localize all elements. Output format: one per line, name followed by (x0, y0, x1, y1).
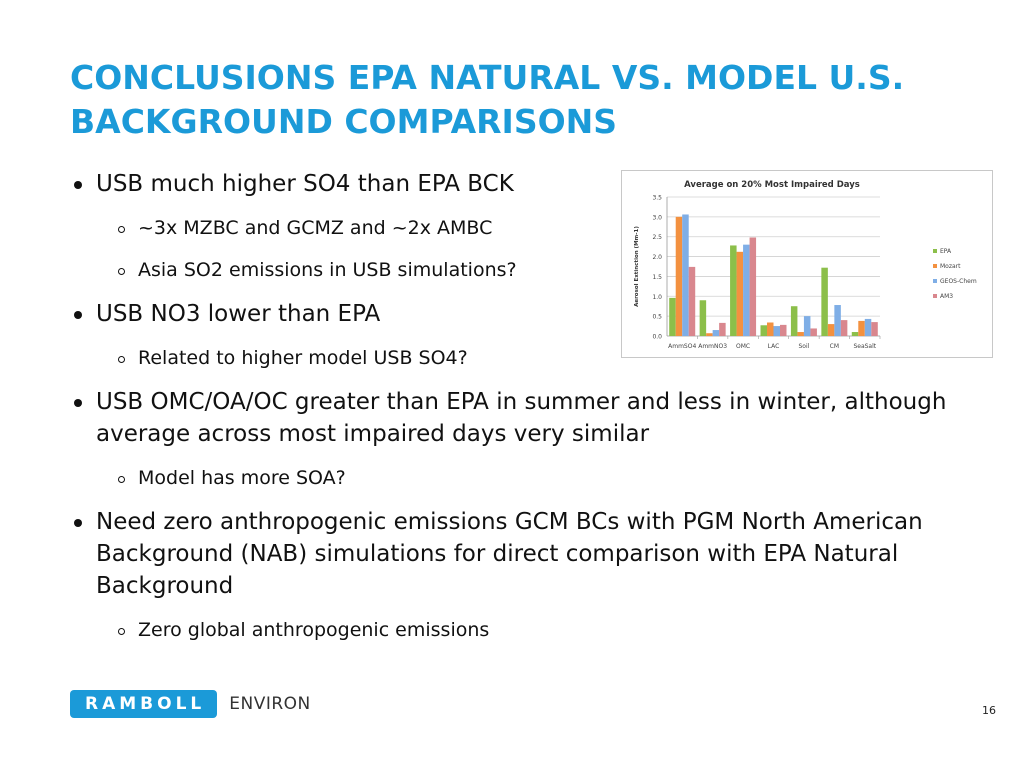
bullet-circle-icon (118, 226, 125, 233)
legend-swatch (933, 249, 937, 253)
ramboll-logo-mark: RAMBOLL (70, 690, 218, 718)
bar-geos-chem (864, 318, 872, 336)
bar-chart: Average on 20% Most Impaired Days 0.0 0.5 1… (621, 170, 993, 358)
sub-bullet-item: Model has more SOA? (72, 464, 952, 492)
y-tick-label: 0.0 (652, 334, 662, 341)
bullet-text: USB NO3 lower than EPA (96, 301, 381, 327)
legend-label: GEOS-Chem (940, 278, 977, 285)
y-tick-label: 0.5 (652, 314, 662, 321)
sub-bullet-item: Related to higher model USB SO4? (72, 344, 952, 372)
sub-bullet-item: Asia SO2 emissions in USB simulations? (72, 256, 952, 284)
page-number: 16 (982, 704, 996, 717)
x-tick-label: SeaSalt (853, 343, 876, 350)
environ-logo-text: ENVIRON (229, 694, 311, 714)
legend-label: EPA (940, 248, 952, 255)
bullet-text: USB much higher SO4 than EPA BCK (96, 171, 514, 197)
bar-am3 (810, 328, 817, 336)
bar-geos-chem (834, 305, 841, 336)
legend-label: Mozart (940, 263, 961, 270)
legend-swatch (933, 294, 937, 298)
bar-am3 (840, 320, 848, 336)
slide-title: CONCLUSIONS EPA NATURAL VS. MODEL U.S. B… (70, 56, 970, 144)
bar-epa (699, 300, 707, 336)
bar-epa (730, 245, 737, 336)
bar-mozart (675, 216, 683, 336)
y-tick-label: 3.5 (652, 195, 662, 202)
bullet-item: Need zero anthropogenic emissions GCM BC… (72, 506, 952, 602)
bullet-list: USB much higher SO4 than EPA BCK ~3x MZBC… (72, 168, 952, 658)
bullet-circle-icon (118, 628, 125, 635)
y-tick-label: 1.0 (652, 294, 662, 301)
bullet-text: ~3x MZBC and GCMZ and ~2x AMBC (138, 217, 493, 239)
bullet-dot-icon (74, 399, 82, 407)
bullet-dot-icon (74, 181, 82, 189)
bullet-text: Zero global anthropogenic emissions (138, 619, 490, 641)
y-axis-label: Aerosol Extinction (Mm-1) (634, 226, 640, 307)
bar-epa (669, 297, 676, 336)
bar-geos-chem (743, 244, 750, 336)
slide-title-line-1: CONCLUSIONS EPA NATURAL VS. MODEL U.S. (70, 58, 905, 97)
company-logo: RAMBOLL ENVIRON (70, 690, 311, 718)
bar-chart-svg: Average on 20% Most Impaired Days 0.0 0.5 1… (634, 180, 977, 350)
sub-bullet-item: Zero global anthropogenic emissions (72, 616, 952, 644)
bar-epa (760, 325, 767, 336)
bar-geos-chem (682, 214, 689, 336)
bar-epa (821, 267, 828, 336)
x-tick-label: CM (830, 343, 839, 350)
bar-mozart (797, 332, 804, 336)
bullet-text: Asia SO2 emissions in USB simulations? (138, 259, 517, 281)
bar-geos-chem (712, 330, 720, 336)
bar-am3 (749, 237, 757, 336)
bullet-circle-icon (118, 268, 125, 275)
bar-mozart (827, 324, 835, 336)
x-tick-label: Soil (799, 343, 810, 350)
legend-swatch (933, 264, 937, 268)
sub-bullet-item: ~3x MZBC and GCMZ and ~2x AMBC (72, 214, 952, 242)
bullet-text: Related to higher model USB SO4? (138, 347, 468, 369)
bar-am3 (719, 322, 726, 336)
bar-epa (851, 332, 859, 336)
bar-mozart (858, 320, 865, 336)
legend-swatch (933, 279, 937, 283)
slide-title-line-2: BACKGROUND COMPARISONS (70, 102, 618, 141)
y-tick-label: 2.0 (652, 254, 662, 261)
y-tick-label: 3.0 (652, 214, 662, 221)
x-tick-label: OMC (736, 343, 750, 350)
bullet-circle-icon (118, 356, 125, 363)
bullet-circle-icon (118, 476, 125, 483)
bullet-dot-icon (74, 311, 82, 319)
bar-am3 (688, 266, 696, 336)
bullet-item: USB much higher SO4 than EPA BCK (72, 168, 952, 200)
bullet-text: Model has more SOA? (138, 467, 346, 489)
x-tick-label: AmmSO4 (668, 343, 696, 350)
bar-mozart (706, 333, 713, 336)
bar-mozart (767, 322, 774, 336)
legend-label: AM3 (940, 293, 953, 300)
bullet-item: USB OMC/OA/OC greater than EPA in summer… (72, 386, 952, 450)
bullet-item: USB NO3 lower than EPA (72, 298, 952, 330)
bullet-text: USB OMC/OA/OC greater than EPA in summer… (96, 389, 947, 447)
bar-mozart (736, 251, 744, 336)
bullet-text: Need zero anthropogenic emissions GCM BC… (96, 509, 923, 599)
y-tick-label: 2.5 (652, 234, 662, 241)
bar-am3 (871, 322, 878, 336)
x-tick-label: LAC (768, 343, 780, 350)
bar-am3 (780, 324, 787, 336)
bar-geos-chem (803, 316, 811, 336)
y-tick-label: 1.5 (652, 274, 662, 281)
bar-geos-chem (773, 326, 780, 336)
x-tick-label: AmmNO3 (698, 343, 727, 350)
chart-title: Average on 20% Most Impaired Days (684, 180, 860, 190)
bullet-dot-icon (74, 519, 82, 527)
bar-epa (790, 306, 798, 336)
